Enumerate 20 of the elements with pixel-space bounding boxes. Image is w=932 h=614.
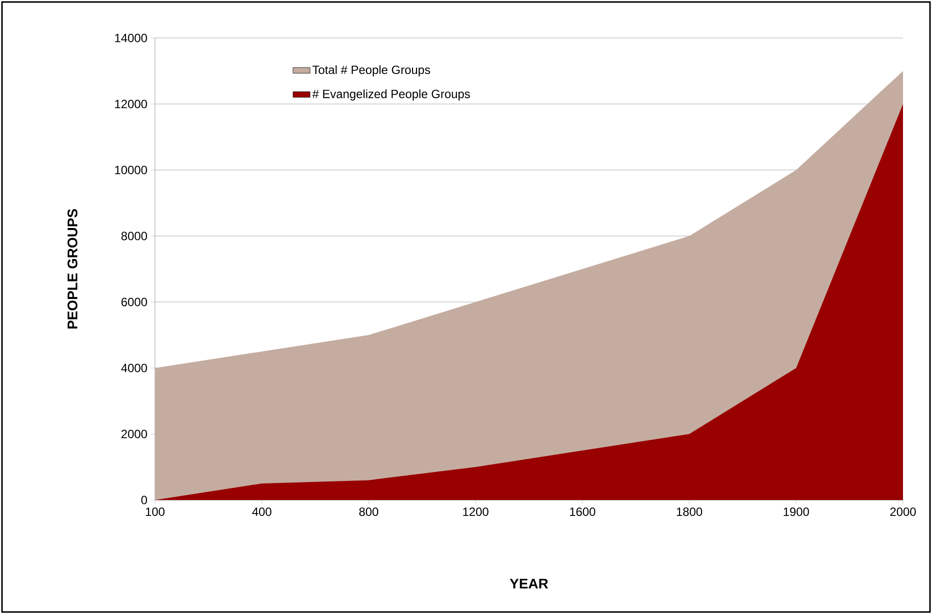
y-tick-label: 8000 (121, 232, 148, 240)
x-tick-label: 1600 (570, 508, 596, 516)
y-axis-title: PEOPLE GROUPS (68, 209, 78, 329)
x-tick-label: 1200 (463, 508, 488, 516)
x-tick-label: 1800 (676, 508, 702, 516)
x-tick-label: 1900 (784, 508, 809, 516)
y-tick-label: 0 (141, 496, 148, 504)
y-tick-label: 4000 (121, 364, 148, 372)
y-tick-label: 12000 (115, 100, 148, 108)
legend-label: Total # People Groups (312, 65, 430, 76)
y-tick-label: 2000 (121, 430, 148, 438)
x-tick-label: 100 (146, 508, 165, 516)
x-tick-label: 800 (359, 508, 378, 516)
y-tick-label: 6000 (121, 298, 148, 306)
x-tick-label: 400 (252, 508, 272, 516)
y-tick-label: 14000 (115, 34, 148, 42)
legend-label: # Evangelized People Groups (312, 89, 470, 101)
x-tick-label: 2000 (890, 508, 916, 516)
x-axis-title: YEAR (510, 578, 548, 588)
y-tick-label: 10000 (115, 166, 148, 174)
